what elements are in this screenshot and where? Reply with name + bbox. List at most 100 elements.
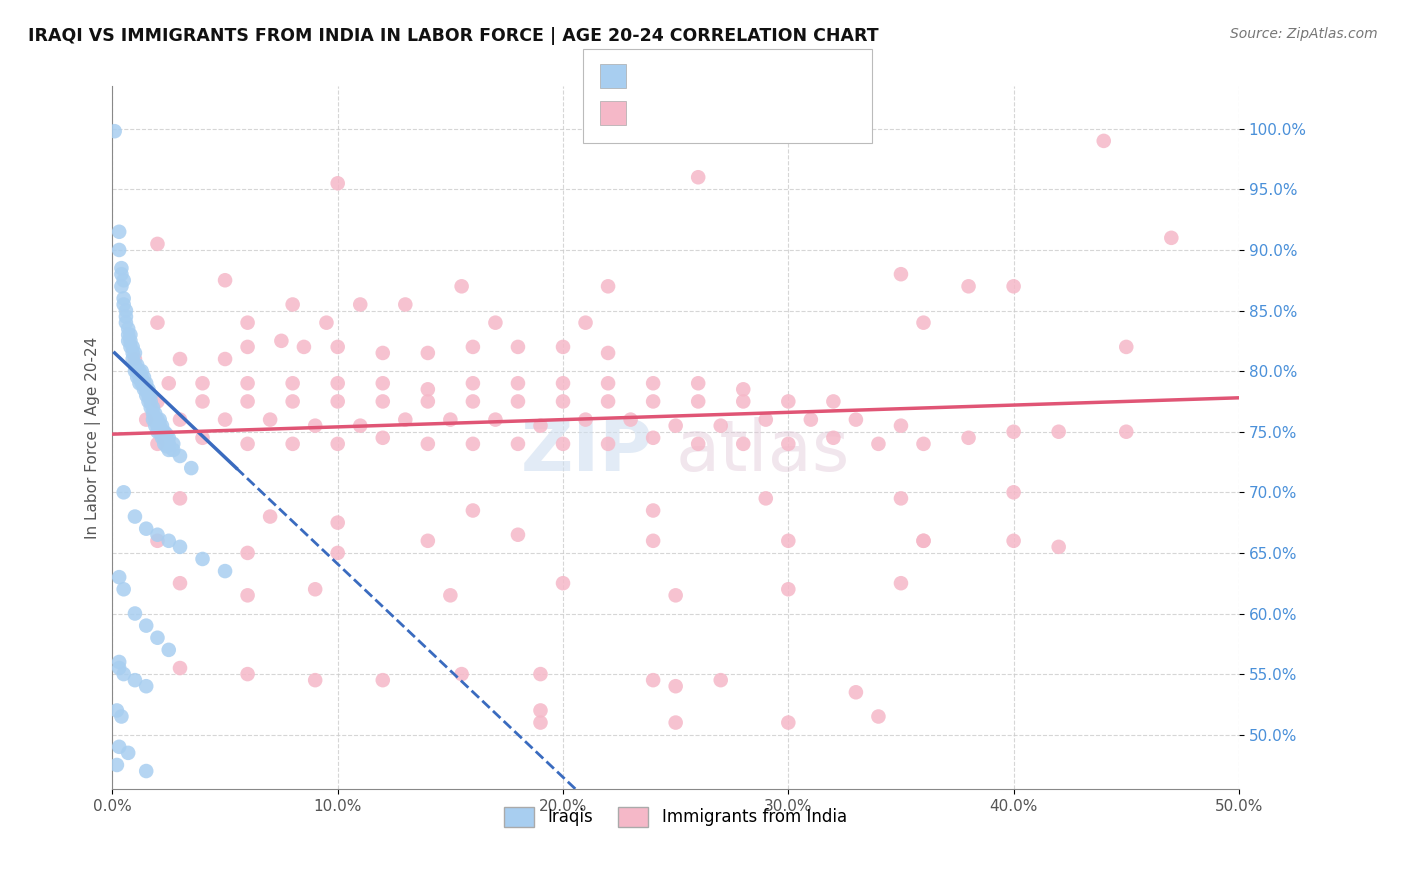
Point bbox=[169, 661, 191, 675]
Point bbox=[236, 437, 259, 451]
Point bbox=[506, 527, 529, 541]
Point bbox=[121, 351, 143, 366]
Point bbox=[778, 715, 800, 730]
Point bbox=[162, 442, 184, 457]
Point bbox=[120, 334, 142, 348]
Point bbox=[135, 522, 157, 536]
Point bbox=[155, 427, 177, 442]
Point bbox=[236, 588, 259, 602]
Text: IRAQI VS IMMIGRANTS FROM INDIA IN LABOR FORCE | AGE 20-24 CORRELATION CHART: IRAQI VS IMMIGRANTS FROM INDIA IN LABOR … bbox=[28, 27, 879, 45]
Point bbox=[349, 418, 371, 433]
Point bbox=[596, 394, 619, 409]
Point bbox=[439, 412, 461, 426]
Point bbox=[153, 437, 176, 451]
Point bbox=[643, 533, 665, 548]
Point bbox=[371, 431, 394, 445]
Point bbox=[688, 437, 710, 451]
Point bbox=[108, 570, 131, 584]
Point bbox=[416, 382, 439, 396]
Text: R =: R = bbox=[633, 104, 666, 119]
Point bbox=[120, 340, 142, 354]
Text: 119: 119 bbox=[759, 104, 790, 119]
Point bbox=[139, 394, 162, 409]
Point bbox=[1092, 134, 1115, 148]
Point bbox=[131, 376, 153, 391]
Point bbox=[121, 346, 143, 360]
Point bbox=[146, 236, 169, 251]
Point bbox=[845, 685, 868, 699]
Point bbox=[124, 364, 146, 378]
Point bbox=[153, 431, 176, 445]
Point bbox=[484, 316, 506, 330]
Point bbox=[236, 546, 259, 560]
Point bbox=[1002, 425, 1025, 439]
Point bbox=[150, 418, 173, 433]
Text: N =: N = bbox=[728, 68, 762, 82]
Point bbox=[710, 673, 733, 688]
Point bbox=[643, 503, 665, 517]
Point bbox=[371, 346, 394, 360]
Point bbox=[643, 431, 665, 445]
Point bbox=[153, 425, 176, 439]
Point bbox=[912, 316, 935, 330]
Point bbox=[110, 709, 132, 723]
Point bbox=[461, 437, 484, 451]
Text: atlas: atlas bbox=[676, 417, 851, 486]
Point bbox=[778, 582, 800, 597]
Point bbox=[326, 177, 349, 191]
Point bbox=[823, 394, 845, 409]
Point bbox=[957, 431, 980, 445]
Point bbox=[461, 376, 484, 391]
Point bbox=[304, 418, 326, 433]
Point bbox=[1002, 279, 1025, 293]
Point bbox=[643, 673, 665, 688]
Point bbox=[688, 170, 710, 185]
Point bbox=[236, 316, 259, 330]
Point bbox=[688, 376, 710, 391]
Point bbox=[157, 643, 180, 657]
Point bbox=[551, 376, 574, 391]
Point bbox=[127, 370, 149, 384]
Point bbox=[326, 516, 349, 530]
Point bbox=[551, 340, 574, 354]
Point bbox=[117, 746, 139, 760]
Point bbox=[596, 279, 619, 293]
Point bbox=[162, 437, 184, 451]
Point bbox=[139, 388, 162, 402]
Point bbox=[890, 491, 912, 506]
Point bbox=[131, 364, 153, 378]
Point bbox=[236, 394, 259, 409]
Point bbox=[551, 394, 574, 409]
Point bbox=[506, 376, 529, 391]
Point bbox=[326, 376, 349, 391]
Point bbox=[236, 340, 259, 354]
Point bbox=[135, 618, 157, 632]
Point bbox=[270, 334, 292, 348]
Point bbox=[281, 394, 304, 409]
Point bbox=[146, 631, 169, 645]
Point bbox=[112, 292, 135, 306]
Point bbox=[143, 418, 166, 433]
Point bbox=[157, 533, 180, 548]
Point bbox=[214, 351, 236, 366]
Point bbox=[191, 394, 214, 409]
Point bbox=[146, 425, 169, 439]
Point bbox=[1047, 425, 1070, 439]
Text: Source: ZipAtlas.com: Source: ZipAtlas.com bbox=[1230, 27, 1378, 41]
Point bbox=[146, 412, 169, 426]
Point bbox=[112, 485, 135, 500]
Point bbox=[146, 527, 169, 541]
Point bbox=[115, 303, 138, 318]
Point bbox=[1160, 231, 1182, 245]
Point bbox=[755, 491, 778, 506]
Point bbox=[149, 418, 172, 433]
Point bbox=[138, 388, 160, 402]
Legend: Iraqis, Immigrants from India: Iraqis, Immigrants from India bbox=[498, 800, 853, 834]
Point bbox=[115, 316, 138, 330]
Point bbox=[110, 279, 132, 293]
Point bbox=[574, 316, 596, 330]
Point bbox=[710, 418, 733, 433]
Point bbox=[143, 407, 166, 421]
Point bbox=[110, 261, 132, 276]
Point bbox=[416, 437, 439, 451]
